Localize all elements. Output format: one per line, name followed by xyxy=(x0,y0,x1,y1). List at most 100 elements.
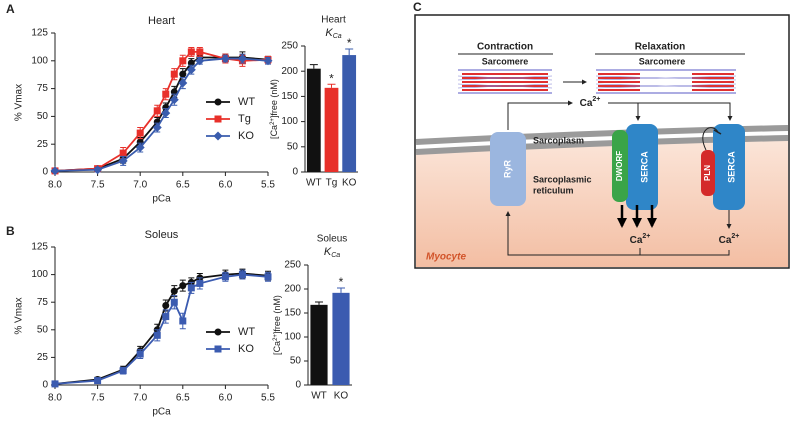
sarcomere xyxy=(595,69,737,94)
data-point xyxy=(238,271,246,279)
legend-marker xyxy=(214,115,222,123)
x-tick-label: Tg xyxy=(326,178,338,189)
diagram: C Contraction Sarcomere Relaxation Sarco… xyxy=(413,0,790,269)
x-tick-label: KO xyxy=(334,391,349,402)
data-point xyxy=(162,90,170,98)
y-tick-label: 50 xyxy=(287,141,299,152)
x-tick-label: 7.5 xyxy=(91,180,105,191)
panel-label: B xyxy=(6,224,15,238)
bar xyxy=(306,68,321,172)
error-bar xyxy=(315,301,323,305)
significance: * xyxy=(339,275,344,289)
legend-label: KO xyxy=(238,130,254,142)
x-tick-label: KO xyxy=(342,178,357,189)
data-point xyxy=(136,350,144,358)
x-axis-label: pCa xyxy=(152,407,171,418)
data-point xyxy=(136,138,144,146)
legend-marker xyxy=(214,345,222,353)
y-tick-label: 50 xyxy=(37,324,49,335)
x-tick-label: 7.5 xyxy=(91,393,105,404)
pln xyxy=(701,150,715,196)
data-point xyxy=(170,298,178,306)
inhibition xyxy=(702,127,719,151)
data-point xyxy=(51,380,59,388)
arrow xyxy=(608,102,733,121)
label: Myocyte xyxy=(426,252,466,263)
x-tick-label: 7.0 xyxy=(133,393,147,404)
data-point xyxy=(179,57,187,65)
x-tick-label: 8.0 xyxy=(48,180,62,191)
arrow xyxy=(505,211,730,256)
data-point xyxy=(179,282,187,290)
y-label-part: [Ca xyxy=(272,341,282,355)
ryr xyxy=(490,132,526,206)
data-point xyxy=(162,313,170,321)
y-tick-label: 0 xyxy=(42,380,48,391)
chart-subtitle: KCa xyxy=(325,27,341,40)
x-tick-label: 6.0 xyxy=(218,393,232,404)
data-point xyxy=(170,287,178,295)
serca-label: SERCA xyxy=(639,151,649,183)
error-bar xyxy=(337,287,345,293)
x-tick-label: 6.0 xyxy=(218,180,232,191)
arrow xyxy=(507,100,573,130)
data-point xyxy=(153,107,161,115)
data-point xyxy=(221,273,229,281)
legend-label: WT xyxy=(238,96,255,108)
ion-label: Ca2+ xyxy=(580,96,601,109)
label: reticulum xyxy=(533,185,574,195)
subtitle-sub: Ca xyxy=(333,33,342,40)
y-tick-label: 200 xyxy=(281,66,298,77)
calcium-arrows xyxy=(617,205,657,228)
subtitle-base: K xyxy=(325,27,333,39)
ion: Ca xyxy=(580,98,593,109)
ion: Ca xyxy=(719,235,732,246)
y-tick-label: 50 xyxy=(37,111,49,122)
dworf-label: DWORF xyxy=(615,151,624,181)
fit-line xyxy=(54,273,269,385)
y-tick-label: 100 xyxy=(284,332,301,343)
data-point xyxy=(186,65,196,75)
data-point xyxy=(178,78,188,88)
y-tick-label: 125 xyxy=(31,242,48,253)
label: Contraction xyxy=(477,42,533,53)
data-point xyxy=(50,166,60,176)
y-tick-label: 150 xyxy=(281,91,298,102)
error-bar xyxy=(345,48,354,56)
y-tick-label: 0 xyxy=(42,167,48,178)
y-label-sup: 2+ xyxy=(273,334,279,341)
serca-label: SERCA xyxy=(726,151,736,183)
fit-line xyxy=(54,272,269,385)
data-point xyxy=(170,70,178,78)
x-axis-label: pCa xyxy=(152,194,171,205)
data-point xyxy=(195,56,205,66)
y-axis-label: % Vmax xyxy=(14,297,25,334)
data-point xyxy=(119,367,127,375)
legend-marker xyxy=(213,131,223,141)
pln-label: PLN xyxy=(703,165,712,181)
y-tick-label: 0 xyxy=(295,380,301,391)
data-point xyxy=(161,108,171,118)
y-label-sup: 2+ xyxy=(270,118,276,125)
y-tick-label: 100 xyxy=(31,269,48,280)
significance: * xyxy=(329,71,334,85)
panel-label: A xyxy=(6,2,15,16)
y-tick-label: 250 xyxy=(281,41,298,52)
data-point xyxy=(263,56,273,66)
y-tick-label: 25 xyxy=(37,139,49,150)
y-tick-label: 0 xyxy=(292,167,298,178)
x-tick-label: 5.5 xyxy=(261,180,275,191)
bar xyxy=(332,292,350,385)
label: Sarcoplasm xyxy=(533,135,584,145)
panel-label: C xyxy=(413,0,422,14)
chart-title: Soleus xyxy=(317,234,348,245)
bar xyxy=(310,304,328,385)
y-label-part: [Ca xyxy=(269,125,279,139)
legend-marker xyxy=(214,328,222,336)
data-point xyxy=(153,331,161,339)
chart-title: Heart xyxy=(148,15,175,27)
x-tick-label: 6.5 xyxy=(176,180,190,191)
x-tick-label: 5.5 xyxy=(261,393,275,404)
data-point xyxy=(135,143,145,153)
